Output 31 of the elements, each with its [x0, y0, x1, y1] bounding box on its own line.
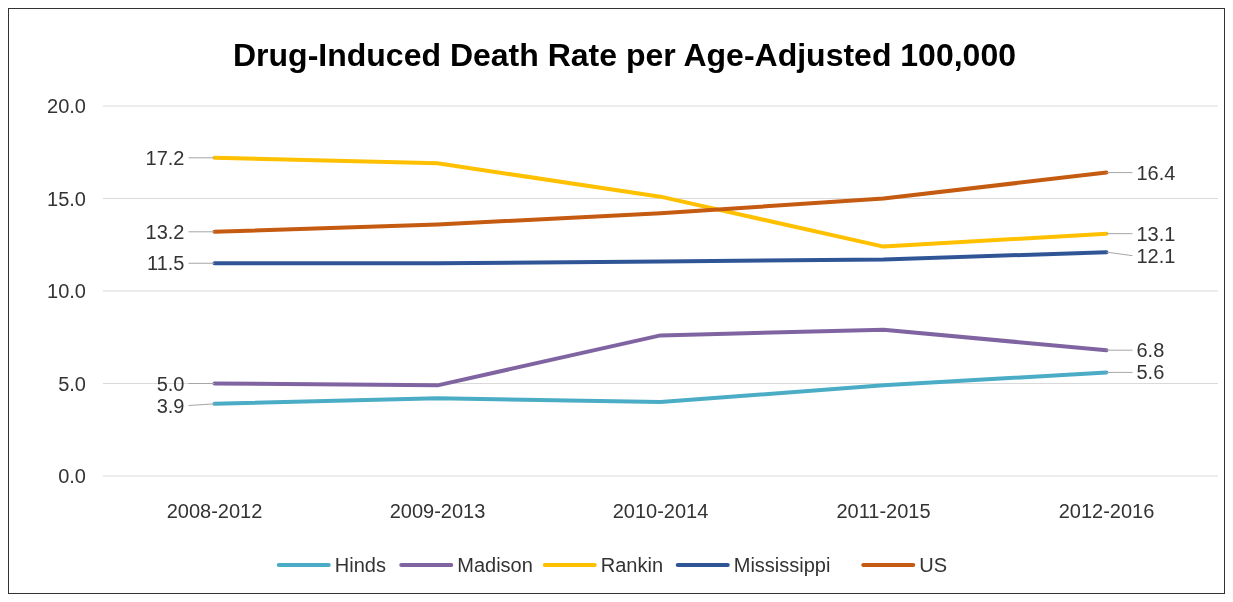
- y-tick-label: 0.0: [58, 465, 86, 487]
- data-label: 13.2: [145, 220, 185, 243]
- x-tick-label: 2011-2015: [836, 500, 931, 522]
- data-label: 12.1: [1136, 244, 1176, 267]
- line-series: [212, 155, 1109, 249]
- data-label: 6.8: [1136, 339, 1165, 362]
- data-label: 13.1: [1136, 222, 1176, 245]
- legend-label: US: [919, 554, 948, 576]
- y-tick-label: 20.0: [47, 95, 86, 117]
- x-tick-label: 2008-2012: [166, 500, 263, 522]
- y-tick-label: 10.0: [47, 280, 86, 302]
- data-label: 3.9: [156, 394, 185, 417]
- legend-label: Rankin: [600, 554, 664, 576]
- legend-label: Hinds: [334, 554, 386, 576]
- y-tick-label: 5.0: [58, 372, 86, 395]
- y-tick-label: 15.0: [47, 187, 86, 210]
- x-tick-label: 2010-2014: [612, 500, 709, 522]
- data-label: 5.0: [156, 372, 185, 395]
- data-label: 17.2: [145, 146, 185, 169]
- data-label: 5.6: [1136, 361, 1165, 384]
- line-series: [212, 327, 1109, 388]
- legend-label: Mississippi: [733, 554, 831, 576]
- legend-label: Madison: [457, 554, 533, 576]
- x-tick-label: 2012-2016: [1058, 500, 1155, 522]
- line-series: [212, 250, 1109, 266]
- chart-title: Drug-Induced Death Rate per Age-Adjusted 100,000: [233, 37, 1016, 73]
- data-label: 16.4: [1136, 161, 1176, 184]
- data-label: 11.5: [147, 252, 185, 275]
- line-series: [212, 370, 1109, 406]
- line-series: [212, 170, 1109, 234]
- x-tick-label: 2009-2013: [389, 500, 486, 522]
